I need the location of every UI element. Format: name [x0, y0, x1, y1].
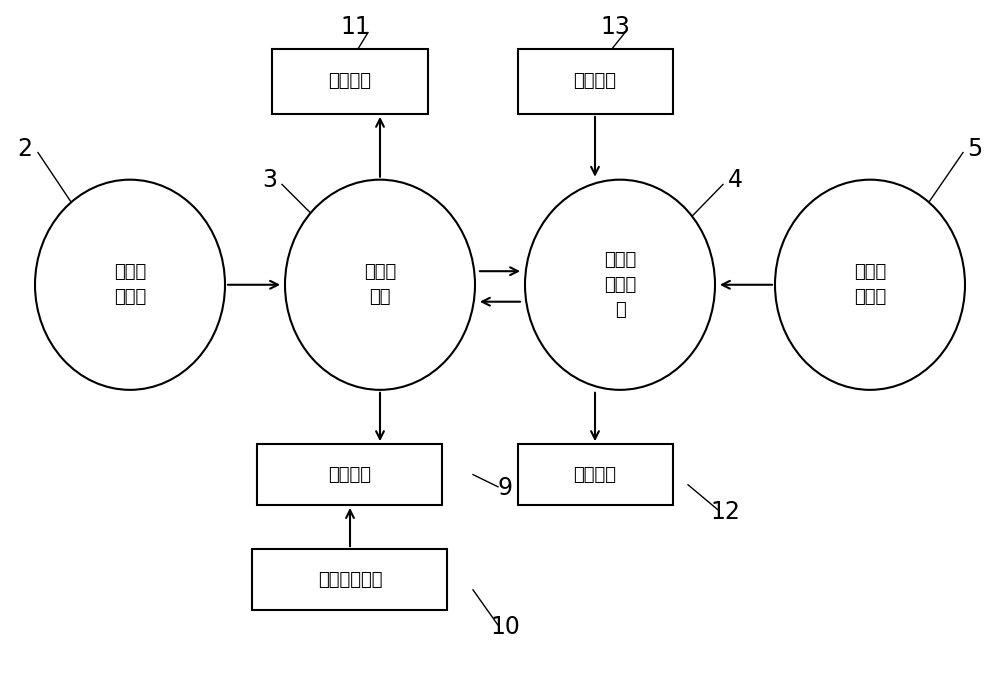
- Ellipse shape: [525, 180, 715, 390]
- Text: 接线端
子电路
板: 接线端 子电路 板: [604, 251, 636, 319]
- Text: 4: 4: [728, 167, 742, 192]
- Text: 3: 3: [262, 167, 278, 192]
- Text: 远传信号: 远传信号: [574, 466, 616, 483]
- Bar: [518, 444, 672, 505]
- Ellipse shape: [35, 180, 225, 390]
- Text: 控制电
路板: 控制电 路板: [364, 263, 396, 306]
- Text: 数码显示: 数码显示: [328, 73, 372, 90]
- Bar: [272, 49, 428, 113]
- Text: 10: 10: [490, 615, 520, 639]
- Text: 12: 12: [710, 500, 740, 524]
- Bar: [252, 549, 447, 610]
- Text: 13: 13: [600, 15, 630, 39]
- Bar: [518, 49, 672, 113]
- Text: 触摸屏
电路板: 触摸屏 电路板: [114, 263, 146, 306]
- Text: 9: 9: [498, 476, 512, 500]
- Text: 机械式传动器: 机械式传动器: [318, 571, 382, 589]
- Ellipse shape: [775, 180, 965, 390]
- Text: 电池仓
电路板: 电池仓 电路板: [854, 263, 886, 306]
- Text: 5: 5: [967, 137, 983, 161]
- Text: 2: 2: [18, 137, 32, 161]
- Text: 触发机构: 触发机构: [328, 466, 372, 483]
- Text: 外接电源: 外接电源: [574, 73, 616, 90]
- Ellipse shape: [285, 180, 475, 390]
- Text: 11: 11: [340, 15, 370, 39]
- Bar: [257, 444, 442, 505]
